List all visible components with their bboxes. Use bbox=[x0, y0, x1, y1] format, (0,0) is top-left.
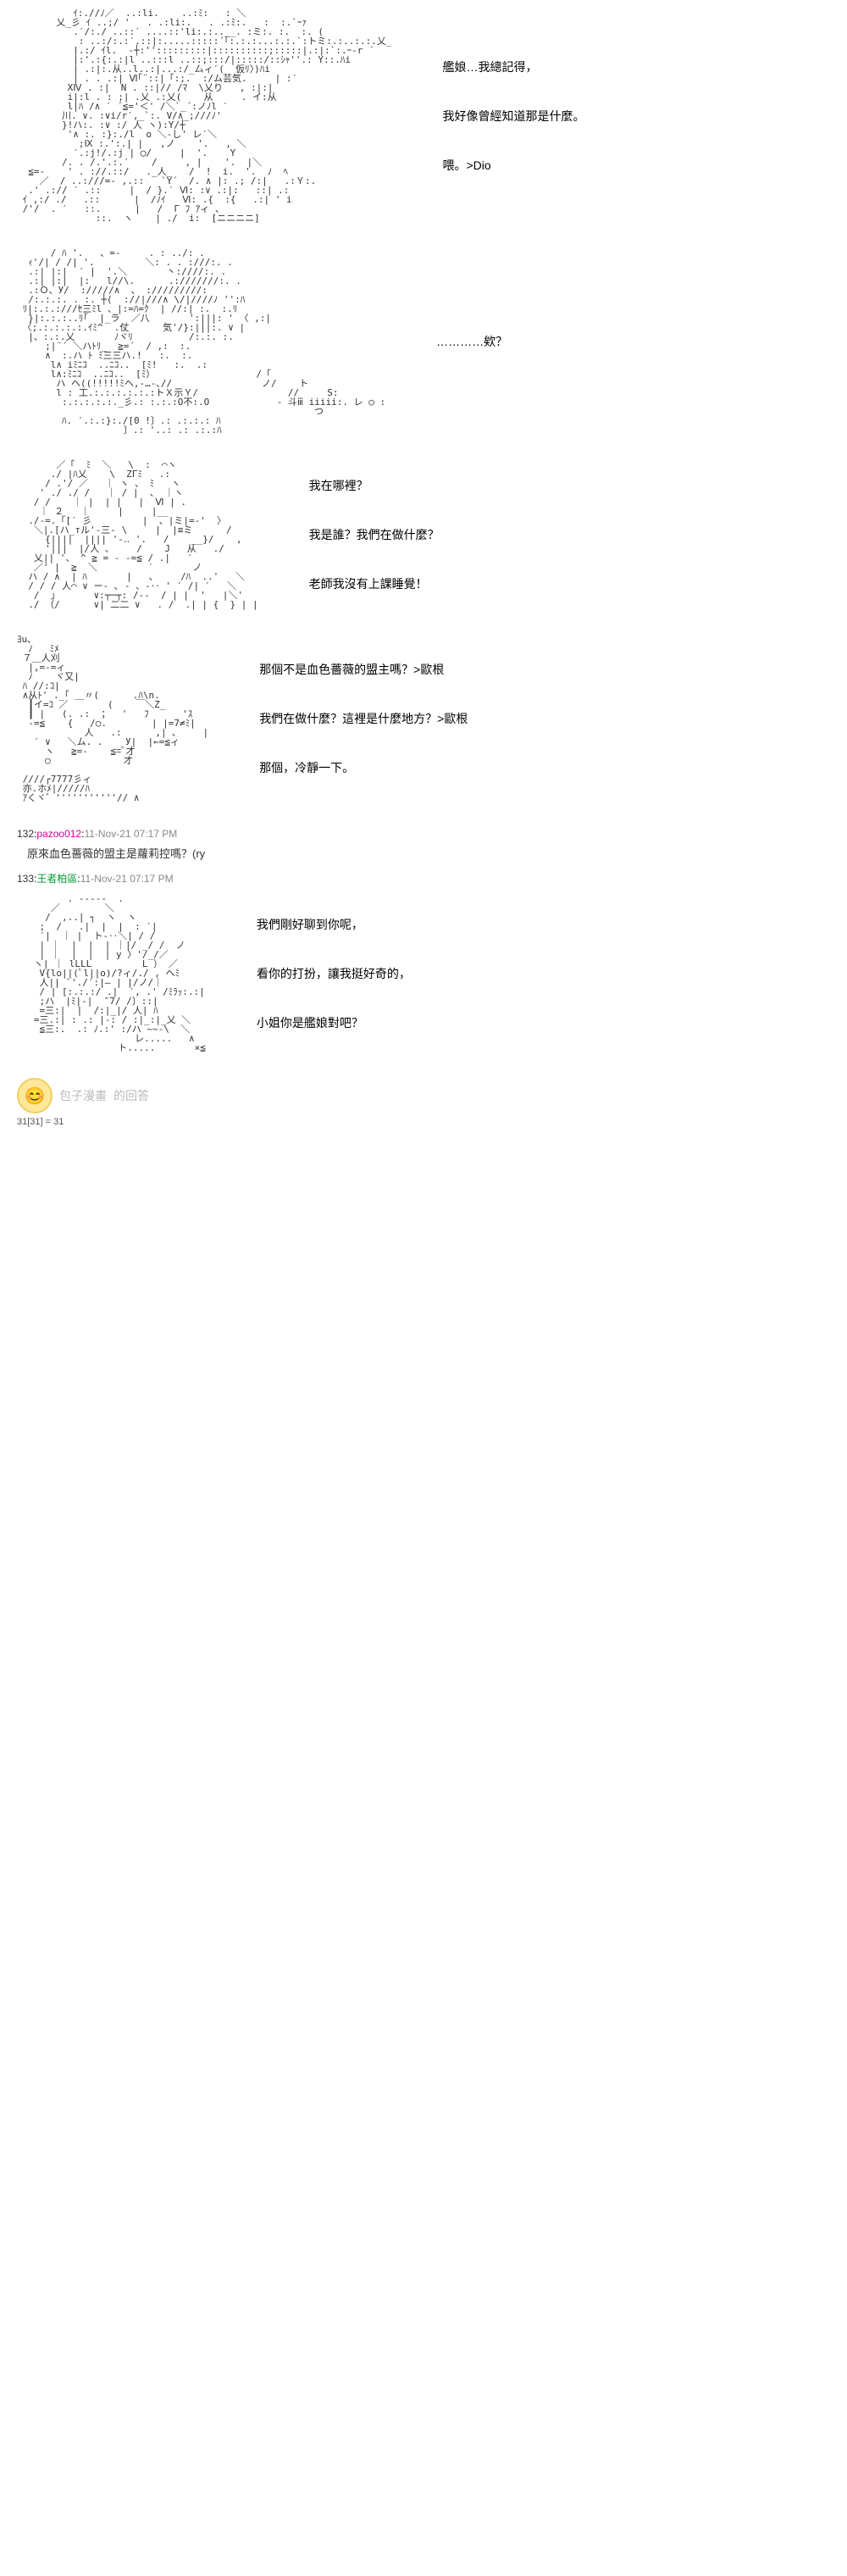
dialogue-line: 喂。>Dio bbox=[442, 157, 584, 174]
comment-text: 原來血色薔薇的盟主是蘿莉控嗎？(ry bbox=[17, 845, 830, 861]
footer-text: 的回答 bbox=[113, 1087, 149, 1104]
dialogue-line: 那個不是血色薔薇的盟主嗎？>歐根 bbox=[259, 661, 468, 678]
dialogue-line: 我們剛好聊到你呢， bbox=[257, 916, 411, 933]
ascii-art-4: ﾖu､ ﾉ ﾐﾒ ７＿人刈 |,=-=ィ ﾉ ヾ又| ﾊ //:ｺ| ∧从ﾄ' … bbox=[17, 635, 208, 802]
dialogue-line: 艦娘…我總記得， bbox=[442, 58, 584, 75]
dialogue-block-2: …………欸？ bbox=[419, 333, 507, 350]
comment-time: 11-Nov-21 07:17 PM bbox=[80, 873, 174, 885]
dialogue-line: 看你的打扮，讓我挺好奇的， bbox=[257, 965, 411, 982]
ascii-art-2: / ﾊ '. 、=- . : ../: . ｨ'/| / /| '. ＼: . … bbox=[17, 248, 385, 435]
panel-1: ｲ:.//ﾉ／ ..:li. ..:ﾐ: : ＼ 乂_彡 ｲ ..;/ ' . … bbox=[17, 8, 830, 223]
dialogue-line: 我好像曾經知道那是什麼。 bbox=[442, 108, 584, 125]
comment-id: 133 bbox=[17, 873, 34, 885]
dialogue-line: 那個，冷靜一下。 bbox=[259, 759, 468, 776]
comment-header-2: 133:王者柏區:11-Nov-21 07:17 PM bbox=[17, 871, 830, 886]
panel-5: . ----- . ／ ＼ / ,..| ┐ ヽ ヽ ; / .| | | : … bbox=[17, 894, 830, 1052]
page-number: 31[31] = 31 bbox=[17, 1117, 830, 1127]
dialogue-block-1: 艦娘…我總記得， 我好像曾經知道那是什麼。 喂。>Dio bbox=[425, 58, 584, 174]
ascii-art-3: ／「 ﾐ ＼ \ : ⌒ヽ ./ |ﾊ乂 \ ΖΓﾐ .: / .'/ ／ ｜ … bbox=[17, 460, 258, 609]
comment-header-1: 132:pazoo012:11-Nov-21 07:17 PM bbox=[17, 828, 830, 840]
ascii-art-1: ｲ:.//ﾉ／ ..:li. ..:ﾐ: : ＼ 乂_彡 ｲ ..;/ ' . … bbox=[17, 8, 391, 223]
logo-icon: 😊 bbox=[17, 1078, 53, 1113]
footer: 😊 包子漫畫 的回答 bbox=[17, 1078, 830, 1113]
comment-user-link[interactable]: pazoo012 bbox=[36, 828, 81, 840]
panel-4: ﾖu､ ﾉ ﾐﾒ ７＿人刈 |,=-=ィ ﾉ ヾ又| ﾊ //:ｺ| ∧从ﾄ' … bbox=[17, 635, 830, 802]
dialogue-line: 我在哪裡？ bbox=[309, 477, 440, 494]
panel-3: ／「 ﾐ ＼ \ : ⌒ヽ ./ |ﾊ乂 \ ΖΓﾐ .: / .'/ ／ ｜ … bbox=[17, 460, 830, 609]
dialogue-block-5: 我們剛好聊到你呢， 看你的打扮，讓我挺好奇的， 小姐你是艦娘對吧？ bbox=[240, 916, 411, 1031]
comment-time: 11-Nov-21 07:17 PM bbox=[84, 828, 177, 840]
brand-faint: 包子漫畫 bbox=[59, 1087, 107, 1104]
comment-user-link[interactable]: 王者柏區 bbox=[36, 873, 77, 885]
dialogue-block-4: 那個不是血色薔薇的盟主嗎？>歐根 我們在做什麼？這裡是什麼地方？>歐根 那個，冷… bbox=[242, 661, 468, 776]
comment-section: 132:pazoo012:11-Nov-21 07:17 PM 原來血色薔薇的盟… bbox=[17, 828, 830, 886]
dialogue-line: 老師我沒有上課睡覺！ bbox=[309, 575, 440, 592]
panel-2: / ﾊ '. 、=- . : ../: . ｨ'/| / /| '. ＼: . … bbox=[17, 248, 830, 435]
dialogue-block-3: 我在哪裡？ 我是誰？我們在做什麼？ 老師我沒有上課睡覺！ bbox=[292, 477, 440, 592]
dialogue-line: 小姐你是艦娘對吧？ bbox=[257, 1014, 411, 1031]
dialogue-line: 我們在做什麼？這裡是什麼地方？>歐根 bbox=[259, 710, 468, 727]
dialogue-line: …………欸？ bbox=[436, 333, 507, 350]
comment-id: 132 bbox=[17, 828, 34, 840]
ascii-art-5: . ----- . ／ ＼ / ,..| ┐ ヽ ヽ ; / .| | | : … bbox=[17, 894, 206, 1052]
dialogue-line: 我是誰？我們在做什麼？ bbox=[309, 526, 440, 543]
